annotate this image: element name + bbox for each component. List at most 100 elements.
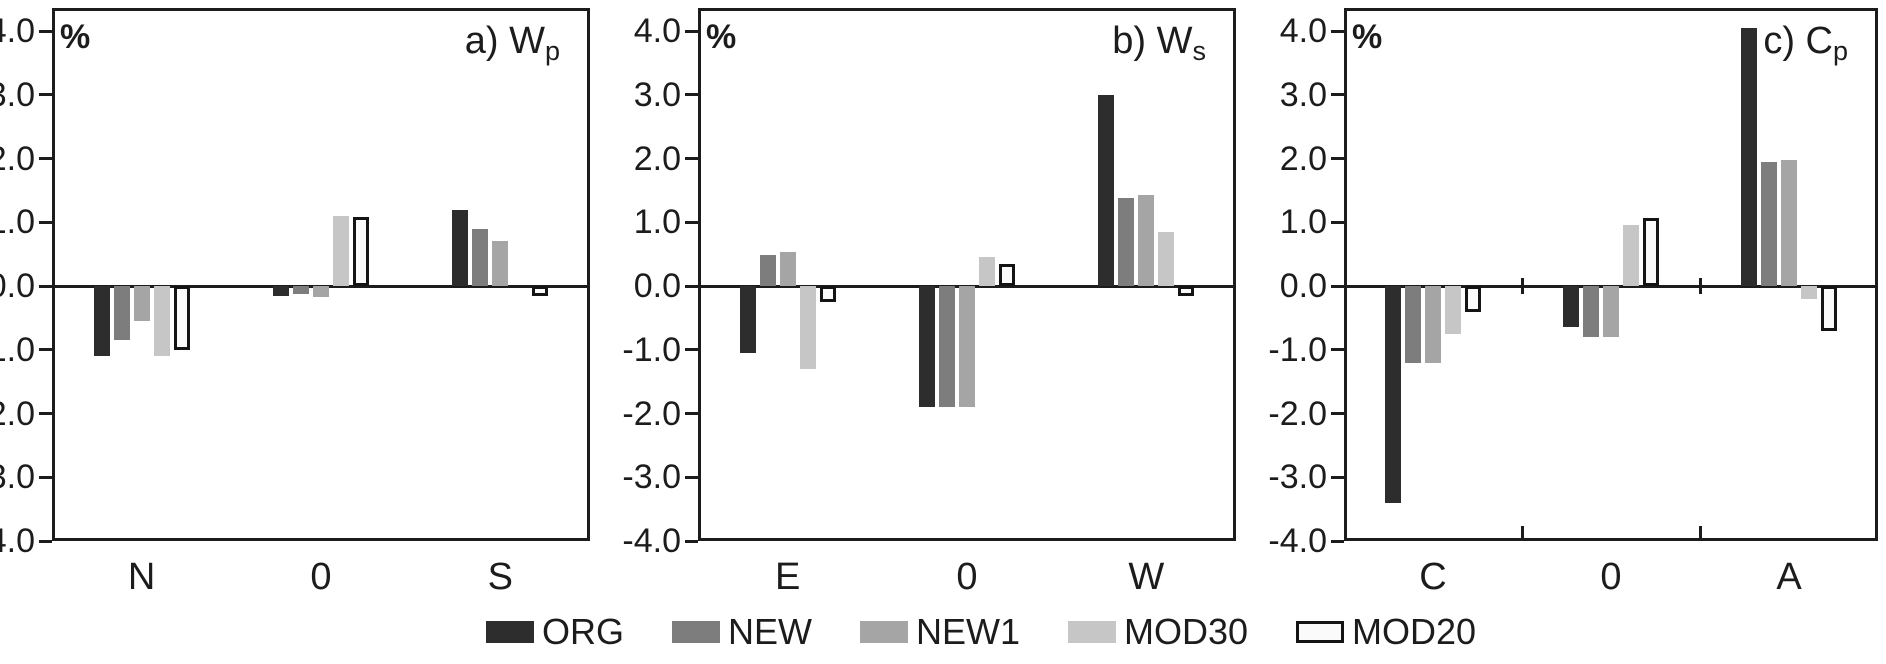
bar-ORG-W	[1098, 94, 1115, 286]
y-axis-unit-label: %	[1352, 18, 1383, 56]
zero-line-boundary-tick	[1520, 278, 1524, 294]
y-axis-unit-label: %	[706, 18, 737, 56]
legend-swatch-NEW1	[859, 621, 908, 643]
y-tick-mark	[39, 93, 52, 97]
plot-box-a	[52, 8, 590, 541]
y-tick-label: -2.0	[0, 394, 35, 433]
y-tick-mark	[685, 93, 698, 97]
y-tick-mark	[39, 157, 52, 160]
panel-title-a: a) Wp	[430, 22, 560, 70]
y-tick-mark	[685, 412, 698, 415]
bar-MOD20-S	[532, 286, 549, 296]
y-tick-mark	[39, 539, 52, 543]
y-tick-mark	[685, 157, 698, 160]
x-category-label-N: N	[127, 556, 156, 598]
bar-NEW-C	[1405, 286, 1421, 363]
bar-NEW1-S	[492, 241, 509, 286]
bar-MOD30-0	[979, 257, 995, 286]
y-tick-label: 0.0	[0, 267, 35, 305]
bar-NEW-E	[759, 255, 776, 286]
y-tick-label: -4.0	[1268, 522, 1327, 560]
legend-label-NEW: NEW	[727, 611, 812, 652]
bar-ORG-E	[739, 286, 756, 353]
bar-NEW1-A	[1781, 160, 1797, 286]
y-tick-label: -4.0	[0, 522, 35, 560]
bar-MOD20-0	[999, 263, 1015, 286]
legend-item-NEW1: NEW1	[859, 611, 1020, 652]
y-tick-label: 0.0	[1279, 267, 1327, 305]
bar-MOD30-C	[1445, 286, 1461, 334]
y-tick-label: 3.0	[0, 75, 35, 114]
x-category-label-A: A	[1776, 556, 1802, 598]
bar-MOD30-N	[153, 286, 170, 357]
legend-item-ORG: ORG	[485, 614, 624, 650]
y-tick-mark	[685, 220, 698, 224]
y-tick-label: 1.0	[0, 203, 35, 242]
legend-swatch-NEW	[671, 621, 720, 643]
y-tick-mark	[1331, 29, 1344, 33]
bar-ORG-A	[1741, 27, 1757, 286]
y-tick-mark	[685, 348, 698, 352]
y-tick-label: 2.0	[633, 139, 681, 178]
y-axis-unit-label: %	[60, 18, 91, 56]
bar-MOD30-W	[1158, 231, 1175, 286]
bar-MOD20-0	[353, 217, 369, 286]
y-tick-mark	[39, 29, 52, 33]
bar-MOD20-E	[819, 286, 836, 302]
y-tick-label: -3.0	[0, 458, 35, 497]
bar-NEW1-E	[779, 252, 796, 286]
y-tick-label: -1.0	[1268, 330, 1327, 369]
bar-MOD30-A	[1801, 286, 1817, 299]
y-tick-label: 4.0	[0, 12, 35, 50]
bar-NEW1-0	[313, 286, 329, 298]
y-tick-label: 4.0	[1279, 12, 1327, 50]
y-tick-label: -3.0	[1268, 458, 1327, 497]
bar-NEW-W	[1118, 198, 1135, 286]
bar-ORG-C	[1385, 286, 1401, 503]
y-tick-mark	[39, 220, 52, 224]
zero-line-boundary-tick	[1698, 278, 1702, 294]
y-tick-label: -2.0	[622, 394, 681, 433]
y-tick-label: 3.0	[1279, 75, 1327, 114]
legend-item-NEW: NEW	[671, 611, 812, 652]
bar-MOD20-A	[1821, 286, 1837, 331]
legend-label-NEW1: NEW1	[915, 611, 1020, 652]
bar-NEW1-0	[1603, 286, 1619, 337]
y-tick-mark	[685, 475, 698, 479]
y-tick-label: 2.0	[0, 139, 35, 178]
y-tick-mark	[1331, 475, 1344, 479]
y-tick-mark	[39, 284, 52, 288]
bar-MOD30-0	[333, 215, 349, 286]
legend-label-MOD20: MOD20	[1352, 611, 1477, 652]
bar-NEW-0	[1583, 286, 1599, 337]
plot-box-c	[1344, 8, 1878, 541]
bar-MOD20-N	[173, 286, 190, 350]
x-category-label-0: 0	[310, 556, 332, 598]
legend-label-MOD30: MOD30	[1123, 611, 1249, 652]
bar-ORG-0	[273, 286, 289, 296]
bar-NEW-0	[293, 286, 309, 294]
y-tick-label: -1.0	[622, 330, 681, 369]
panel-title-text: c) C	[1763, 20, 1833, 62]
bar-NEW-S	[472, 228, 489, 286]
y-tick-mark	[39, 348, 52, 352]
bar-ORG-0	[1563, 286, 1579, 328]
legend-swatch-MOD20	[1296, 621, 1345, 643]
panel-title-subscript: p	[1832, 36, 1848, 66]
bar-ORG-N	[93, 286, 110, 357]
y-tick-mark	[1331, 348, 1344, 352]
bar-ORG-S	[452, 209, 469, 286]
panel-title-text: a) W	[464, 20, 545, 62]
legend-swatch-MOD30	[1067, 621, 1116, 643]
y-tick-mark	[685, 539, 698, 543]
bottom-axis-boundary-tick	[1698, 526, 1702, 538]
y-tick-label: -3.0	[622, 458, 681, 497]
chart-legend: ORG NEW NEW1 MOD30 MOD20	[38, 614, 1886, 650]
bar-NEW1-C	[1425, 286, 1441, 363]
y-tick-label: 0.0	[633, 267, 681, 305]
bar-MOD30-E	[799, 286, 816, 369]
bar-ORG-0	[919, 286, 935, 408]
y-tick-label: -1.0	[0, 330, 35, 369]
y-tick-mark	[1331, 220, 1344, 224]
